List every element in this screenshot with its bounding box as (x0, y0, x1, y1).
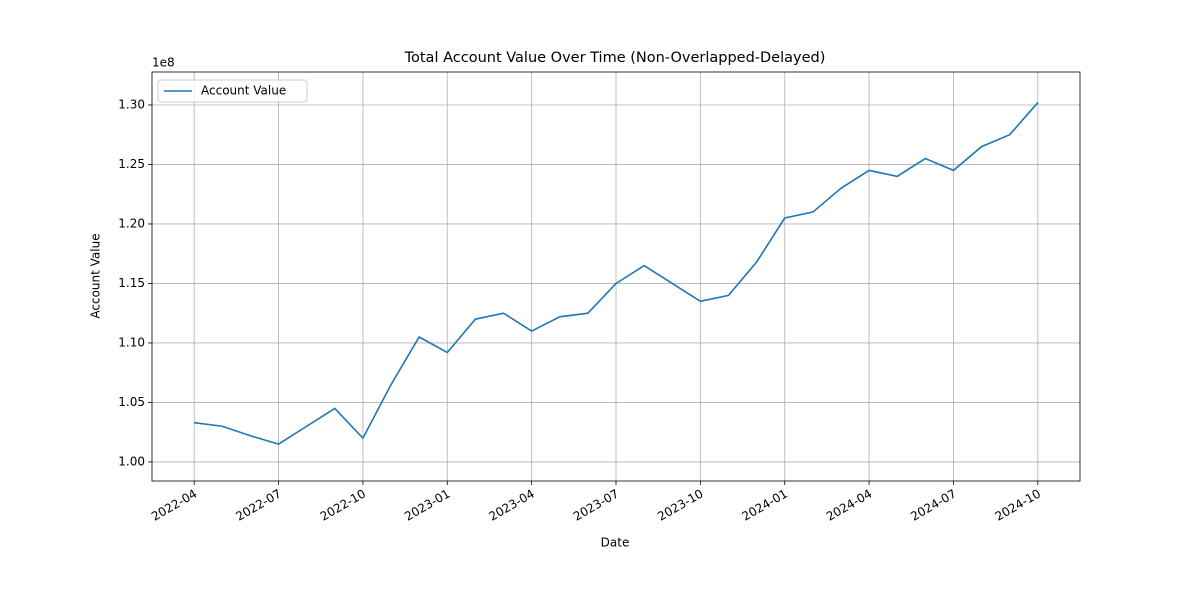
x-axis-label: Date (601, 536, 630, 550)
y-tick-label: 1.20 (118, 216, 145, 230)
x-tick-label: 2022-10 (318, 487, 368, 524)
x-tick-label: 2023-07 (571, 487, 621, 524)
x-tick-label: 2024-10 (993, 487, 1043, 524)
legend-box (157, 79, 308, 103)
y-axis-label: Account Value (89, 233, 103, 318)
y-tick-label: 1.10 (118, 335, 145, 349)
y-tick-label: 1.15 (118, 276, 145, 290)
x-tick-label: 2023-01 (402, 487, 452, 524)
y-tick-label: 1.25 (118, 157, 145, 171)
data-line (194, 102, 1039, 445)
y-tick-label: 1.30 (118, 97, 145, 111)
chart-title: Total Account Value Over Time (Non-Overl… (404, 50, 826, 66)
axes-frame (151, 71, 1081, 482)
offset-text: 1e8 (152, 56, 175, 70)
y-tick-label: 1.05 (118, 395, 145, 409)
x-tick-label: 2023-04 (486, 487, 536, 524)
x-tick-label: 2024-01 (740, 487, 790, 524)
x-tick-label: 2024-04 (824, 487, 874, 524)
x-tick-label: 2024-07 (908, 487, 958, 524)
y-tick-label: 1.00 (118, 454, 145, 468)
legend-label: Account Value (201, 84, 286, 98)
x-tick-label: 2023-10 (655, 487, 705, 524)
x-tick-label: 2022-04 (149, 487, 199, 524)
x-tick-label: 2022-07 (233, 487, 283, 524)
